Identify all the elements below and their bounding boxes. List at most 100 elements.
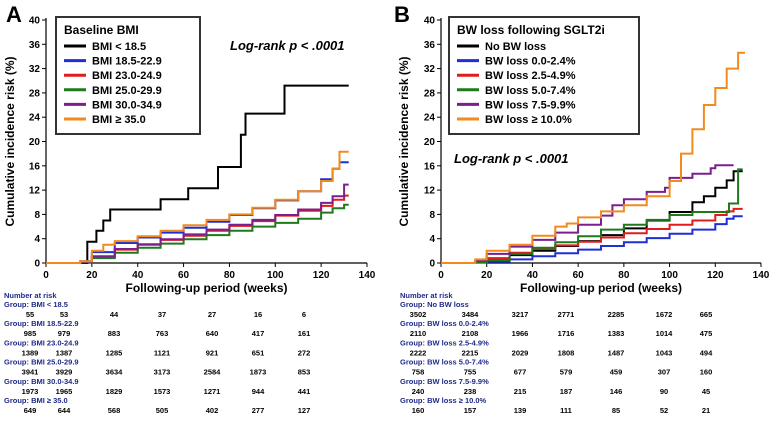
panel-a-xtick-label: 20 [86,270,98,281]
panel-a-xtick-label: 120 [313,270,330,281]
panel-a-risk-value: 1285 [106,348,123,357]
panel-a-risk-value: 277 [252,406,265,415]
panel-b-risk-value: 146 [610,387,623,396]
panel-b-risk-value: 1014 [656,329,674,338]
panel-b-risk-group-label: Group: BW loss ≥ 10.0% [400,396,487,405]
panel-b-xtick-label: 0 [438,270,444,281]
panel-a-risk-value: 979 [58,329,71,338]
panel-a-risk-value: 651 [252,348,265,357]
panel-b-risk-value: 755 [464,368,477,377]
panel-a-ytick-label: 28 [29,88,41,99]
panel-b-legend-title: BW loss following SGLT2i [457,23,605,37]
panel-b-risk-value: 2215 [462,348,479,357]
panel-a-risk-value: 55 [26,310,34,319]
panel-b-ytick-label: 16 [424,161,436,172]
panel-b-risk-value: 85 [612,406,620,415]
panel-b-risk-value: 1966 [512,329,529,338]
panel-a: A 0 4 8 12 16 20 24 28 32 36 40 0 20 40 60 80 100 120 140 Fo… [3,2,376,415]
panel-b-risk-value: 475 [700,329,713,338]
panel-a-series-bmi-ge-35-0 [46,150,349,264]
panel-b-risk-value: 52 [660,406,668,415]
panel-a-logrank-annotation: Log-rank p < .0001 [230,38,345,53]
panel-b-risk-value: 1043 [656,348,673,357]
panel-b-risk-value: 1716 [558,329,575,338]
panel-a-risk-value: 441 [298,387,311,396]
panel-a-y-axis-label: Cumulative incidence risk (%) [3,56,17,226]
panel-b-y-axis-label: Cumulative incidence risk (%) [397,56,411,226]
panel-b-risk-value: 1487 [608,348,625,357]
panel-a-risk-value: 161 [298,329,311,338]
panel-b-xtick-label: 20 [481,270,493,281]
panel-a-risk-value: 1573 [154,387,171,396]
panel-a-risk-header: Number at risk [4,291,57,300]
panel-a-risk-value: 921 [206,348,219,357]
panel-a-risk-value: 763 [156,329,169,338]
panel-b-risk-value: 579 [560,368,573,377]
panel-b-ytick-label: 8 [429,210,435,221]
panel-a-risk-group-label: Group: BMI ≥ 35.0 [4,396,68,405]
panel-a-risk-value: 883 [108,329,121,338]
panel-b-risk-value: 1672 [656,310,673,319]
panel-a-risk-value: 1271 [204,387,221,396]
panel-a-risk-value: 985 [24,329,37,338]
panel-b-risk-value: 238 [464,387,477,396]
panel-a-risk-value: 272 [298,348,311,357]
panel-b-ytick-label: 20 [424,137,436,148]
panel-b-legend-box [448,16,640,135]
panel-a-ytick-label: 8 [34,210,40,221]
panel-b-series-bw-loss-5-0-7-4pct [441,168,743,264]
panel-b-risk-value: 494 [700,348,713,357]
panel-a-series-bmi-18-5-22-9 [46,161,349,264]
panel-a-risk-value: 6 [302,310,306,319]
panel-b-ytick-label: 32 [424,64,436,75]
panel-b-ytick-label: 12 [424,186,436,197]
panel-a-risk-group-label: Group: BMI 30.0-34.9 [4,377,79,386]
panel-a-risk-value: 53 [60,310,68,319]
panel-a-risk-value: 1829 [106,387,123,396]
panel-a-risk-value: 37 [158,310,166,319]
panel-a-ytick-label: 36 [29,40,41,51]
panel-b-risk-value: 2108 [462,329,479,338]
panel-a-legend-label-bmi-18-5-22-9: BMI 18.5-22.9 [92,56,162,68]
panel-b-xtick-label: 140 [753,270,770,281]
panel-a-legend-title: Baseline BMI [64,23,139,37]
panel-b-xtick-label: 120 [707,270,724,281]
panel-b-xtick-label: 80 [618,270,630,281]
panel-b-legend-label-bw-loss-0-0-2-4pct: BW loss 0.0-2.4% [485,56,576,68]
panel-a-risk-value: 3941 [22,368,39,377]
panel-b-legend: BW loss following SGLT2i No BW loss BW los… [448,16,640,135]
panel-a-legend: Baseline BMI BMI < 18.5 BMI 18.5-22.9 BMI 2… [55,16,201,135]
panel-a-risk-group-label: Group: BMI < 18.5 [4,300,68,309]
panel-a-letter: A [6,2,22,27]
panel-b-risk-value: 2771 [558,310,575,319]
panel-b-risk-value: 187 [560,387,573,396]
panel-a-risk-value: 44 [110,310,119,319]
panel-a-risk-value: 417 [252,329,265,338]
panel-b-risk-value: 3502 [410,310,427,319]
panel-a-risk-group-label: Group: BMI 25.0-29.9 [4,358,79,367]
panel-a-risk-value: 1121 [154,348,170,357]
panel-a-risk-value: 644 [58,406,71,415]
panel-b-series-bw-loss-ge-10-0pct [441,51,745,264]
panel-a-series-bmi-30-0-34-9 [46,183,349,264]
panel-b-ytick-label: 40 [424,16,436,27]
panel-a-risk-value: 568 [108,406,121,415]
panel-a-legend-label-bmi-30-0-34-9: BMI 30.0-34.9 [92,99,162,111]
panel-a-series-bmi-25-0-29-9 [46,203,349,264]
panel-b-ytick-label: 24 [424,113,436,124]
panel-b-ytick-label: 36 [424,40,436,51]
panel-a-risk-value: 27 [208,310,216,319]
panel-b-risk-value: 3217 [512,310,529,319]
panel-a-xtick-label: 100 [267,270,284,281]
panel-b-risk-value: 665 [700,310,713,319]
panel-b-risk-value: 45 [702,387,710,396]
panel-b-risk-value: 139 [514,406,527,415]
panel-a-xtick-label: 60 [178,270,190,281]
panel-a-risk-value: 853 [298,368,311,377]
panel-b-risk-value: 758 [412,368,425,377]
panel-b-risk-value: 215 [514,387,527,396]
panel-b-risk-group-label: Group: BW loss 7.5-9.9% [400,377,489,386]
